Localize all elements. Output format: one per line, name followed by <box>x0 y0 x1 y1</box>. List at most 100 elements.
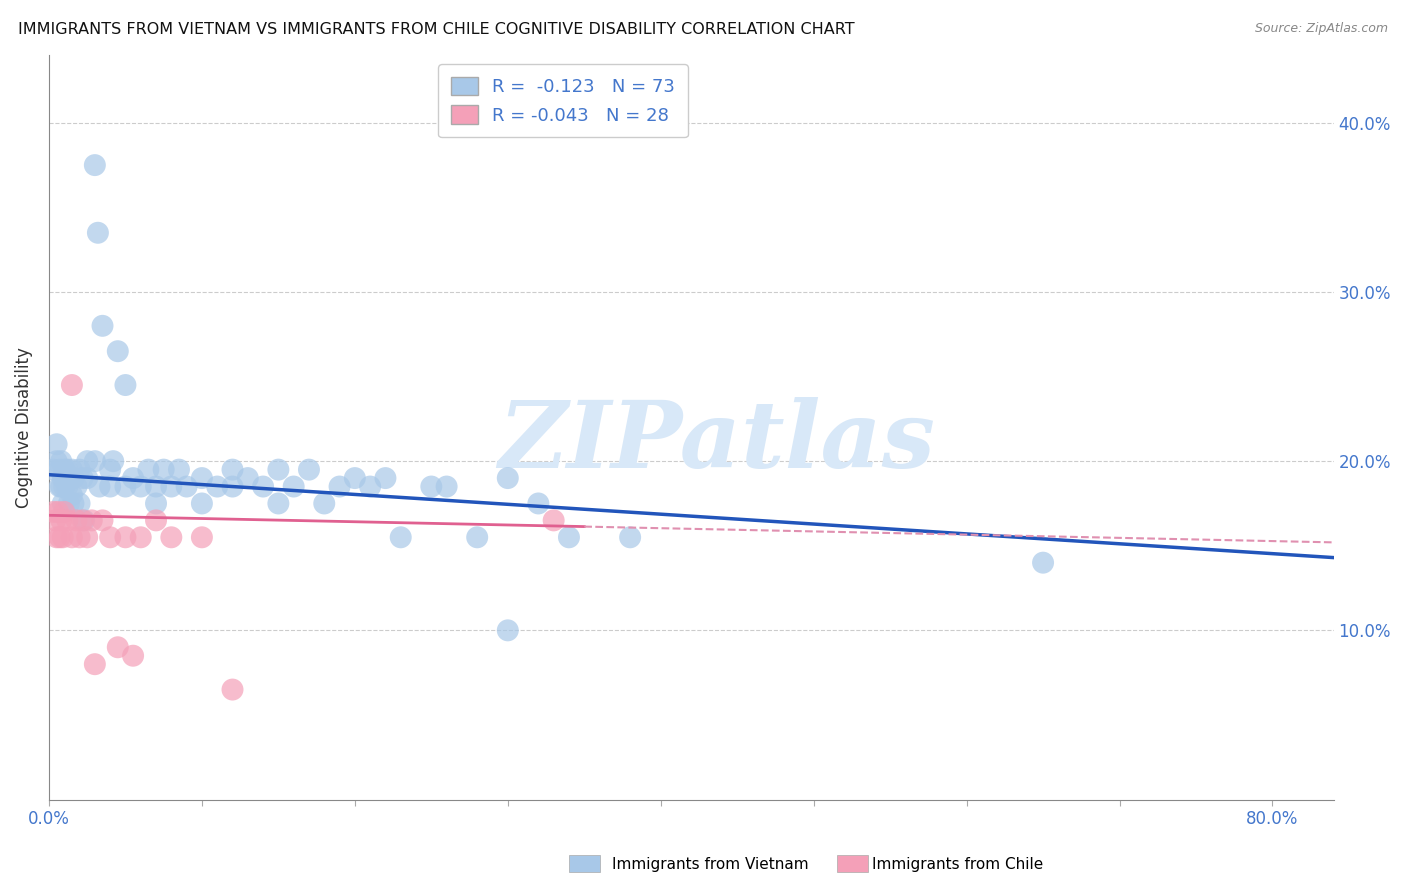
Point <box>191 496 214 510</box>
Point <box>91 513 114 527</box>
Point <box>45 530 67 544</box>
Point <box>619 530 641 544</box>
Point <box>69 496 91 510</box>
Point <box>53 505 76 519</box>
Point <box>329 479 352 493</box>
Point <box>91 318 114 333</box>
Point <box>558 530 581 544</box>
Point <box>107 640 129 655</box>
Point <box>107 344 129 359</box>
Point <box>59 471 82 485</box>
Point <box>98 462 121 476</box>
Point <box>76 471 98 485</box>
Point <box>1032 556 1054 570</box>
Point <box>267 462 290 476</box>
Point <box>436 479 458 493</box>
Point <box>145 513 167 527</box>
Point <box>420 479 443 493</box>
Point <box>52 496 75 510</box>
Point <box>45 454 67 468</box>
Point <box>89 479 111 493</box>
Point <box>58 496 80 510</box>
Legend: R =  -0.123   N = 73, R = -0.043   N = 28: R = -0.123 N = 73, R = -0.043 N = 28 <box>439 64 688 137</box>
Point <box>58 471 80 485</box>
Point <box>60 488 83 502</box>
Point <box>343 471 366 485</box>
Point <box>76 530 98 544</box>
Point <box>72 513 94 527</box>
Point <box>543 513 565 527</box>
Point <box>160 530 183 544</box>
Point <box>145 479 167 493</box>
Point <box>167 462 190 476</box>
Point <box>252 479 274 493</box>
Point <box>45 437 67 451</box>
Point <box>496 471 519 485</box>
Point <box>56 462 79 476</box>
Point <box>191 471 214 485</box>
Text: ZIPatlas: ZIPatlas <box>499 397 935 487</box>
Text: Source: ZipAtlas.com: Source: ZipAtlas.com <box>1254 22 1388 36</box>
Text: Immigrants from Vietnam: Immigrants from Vietnam <box>612 857 808 872</box>
Point <box>98 530 121 544</box>
Point <box>465 530 488 544</box>
Point <box>76 454 98 468</box>
Point <box>60 462 83 476</box>
Point <box>52 471 75 485</box>
Point <box>65 479 87 493</box>
Point <box>80 513 103 527</box>
Point <box>69 530 91 544</box>
Point <box>122 471 145 485</box>
Point <box>48 462 70 476</box>
Point <box>283 479 305 493</box>
Point <box>52 530 75 544</box>
Point <box>152 462 174 476</box>
Point <box>114 378 136 392</box>
Point <box>60 378 83 392</box>
Point <box>103 454 125 468</box>
Point <box>83 158 105 172</box>
Point <box>374 471 396 485</box>
Point <box>129 530 152 544</box>
Point <box>160 479 183 493</box>
Point <box>221 682 243 697</box>
Point <box>48 479 70 493</box>
Point <box>83 657 105 672</box>
Point <box>56 513 79 527</box>
Point <box>60 530 83 544</box>
Point <box>191 530 214 544</box>
Point <box>138 462 160 476</box>
Point <box>527 496 550 510</box>
Y-axis label: Cognitive Disability: Cognitive Disability <box>15 347 32 508</box>
Point <box>236 471 259 485</box>
Point <box>42 462 65 476</box>
Point <box>145 496 167 510</box>
Point <box>129 479 152 493</box>
Text: Immigrants from Chile: Immigrants from Chile <box>872 857 1043 872</box>
Point <box>44 513 66 527</box>
Point <box>62 471 84 485</box>
Point <box>53 479 76 493</box>
Point <box>389 530 412 544</box>
Point <box>69 462 91 476</box>
Point <box>205 479 228 493</box>
Point <box>314 496 336 510</box>
Point <box>51 454 73 468</box>
Point <box>176 479 198 493</box>
Point <box>51 513 73 527</box>
Point <box>114 479 136 493</box>
Point <box>42 505 65 519</box>
Point <box>56 479 79 493</box>
Point <box>65 513 87 527</box>
Point <box>122 648 145 663</box>
Point <box>51 479 73 493</box>
Point <box>298 462 321 476</box>
Point <box>46 505 69 519</box>
Point <box>87 226 110 240</box>
Text: IMMIGRANTS FROM VIETNAM VS IMMIGRANTS FROM CHILE COGNITIVE DISABILITY CORRELATIO: IMMIGRANTS FROM VIETNAM VS IMMIGRANTS FR… <box>18 22 855 37</box>
Point <box>48 530 70 544</box>
Point <box>98 479 121 493</box>
Point <box>62 496 84 510</box>
Point <box>72 471 94 485</box>
Point <box>73 513 96 527</box>
